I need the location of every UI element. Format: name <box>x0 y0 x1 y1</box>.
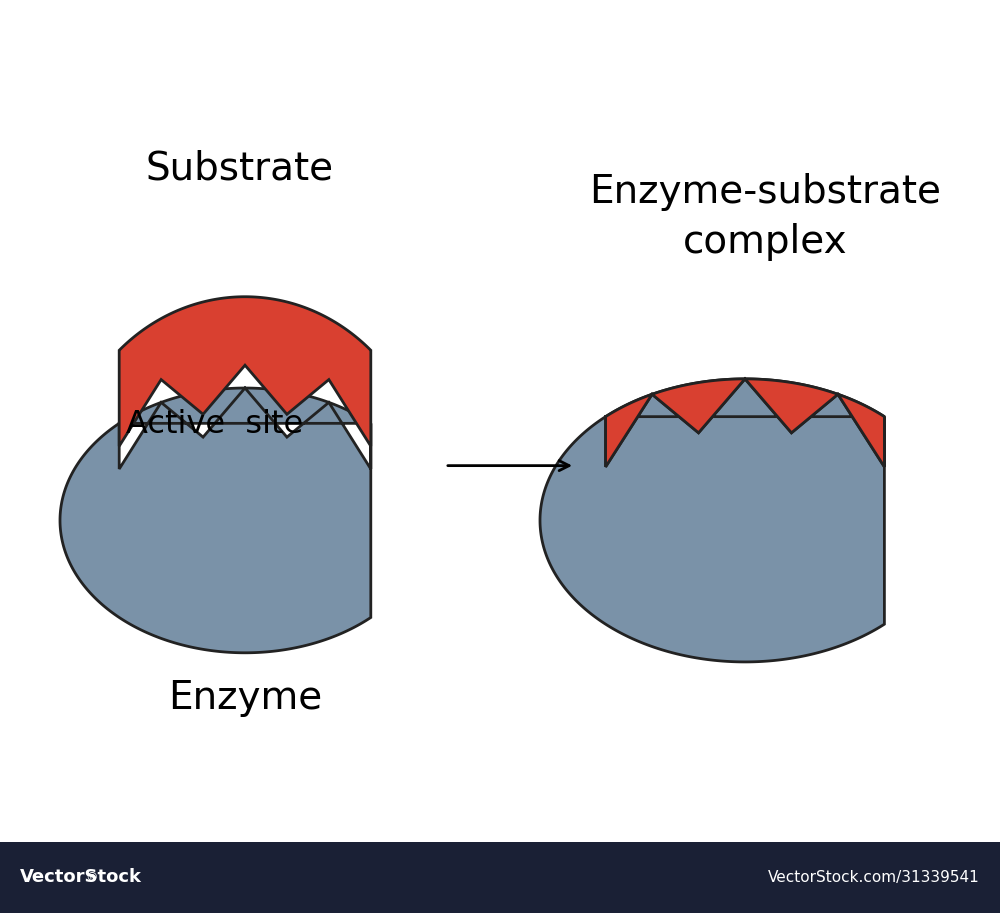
Text: Active  site: Active site <box>126 409 304 440</box>
Polygon shape <box>60 388 371 653</box>
Text: Enzyme-substrate: Enzyme-substrate <box>589 173 941 211</box>
Text: Substrate: Substrate <box>146 150 334 188</box>
Text: VectorStock.com/31339541: VectorStock.com/31339541 <box>768 870 980 885</box>
Text: Enzyme: Enzyme <box>168 679 322 718</box>
Polygon shape <box>606 379 884 467</box>
Text: complex: complex <box>683 223 847 261</box>
Text: VectorStock: VectorStock <box>20 868 142 887</box>
Bar <box>0 842 1000 913</box>
Text: ®: ® <box>85 871 98 884</box>
Polygon shape <box>540 379 884 662</box>
Polygon shape <box>119 297 371 446</box>
